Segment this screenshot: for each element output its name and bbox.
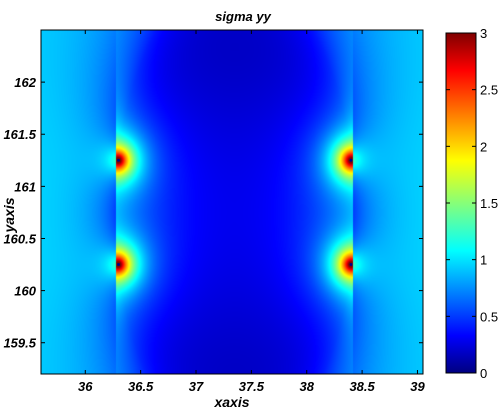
heatmap-image	[41, 30, 423, 374]
y-tick-label: 161	[14, 179, 36, 194]
x-tick-label: 36.5	[128, 379, 154, 394]
colorbar-tick-label: 1	[480, 253, 487, 268]
x-tick-label: 37.5	[239, 379, 265, 394]
colorbar-tick-label: 2.5	[480, 83, 498, 98]
y-tick-label: 162	[14, 75, 36, 90]
colorbar-tick-label: 2	[480, 139, 487, 154]
colorbar-ticks: 0 0.5 1 1.5 2 2.5 3	[446, 26, 498, 381]
y-tick-label: 160.5	[3, 231, 36, 246]
x-tick-label: 38	[300, 379, 315, 394]
plot-area	[40, 29, 424, 375]
chart-title: sigma yy	[215, 9, 271, 24]
x-tick-label: 36	[78, 379, 93, 394]
colorbar-tick-label: 3	[480, 26, 487, 41]
stress-concentration-point	[349, 263, 353, 267]
y-axis: 159.5 160 160.5 161 161.5 162	[3, 75, 423, 351]
y-tick-label: 159.5	[3, 336, 36, 351]
colorbar-tick-label: 0.5	[480, 309, 498, 324]
x-tick-label: 39	[410, 379, 425, 394]
colorbar-tick-label: 1.5	[480, 196, 498, 211]
colorbar: 0 0.5 1 1.5 2 2.5 3	[445, 26, 498, 381]
colorbar-tick-label: 0	[480, 366, 487, 381]
stress-concentration-point	[117, 158, 121, 162]
y-tick-label: 161.5	[3, 127, 36, 142]
colorbar-gradient	[445, 32, 477, 374]
x-axis: 36 36.5 37 37.5 38 38.5 39	[78, 30, 425, 394]
x-tick-label: 37	[189, 379, 204, 394]
x-tick-label: 38.5	[349, 379, 375, 394]
stress-concentration-point	[117, 263, 121, 267]
plot-frame	[40, 29, 424, 375]
y-tick-label: 160	[14, 284, 36, 299]
stress-concentration-point	[349, 158, 353, 162]
x-axis-label: xaxis	[213, 394, 249, 410]
y-axis-label: yaxis	[1, 197, 17, 233]
